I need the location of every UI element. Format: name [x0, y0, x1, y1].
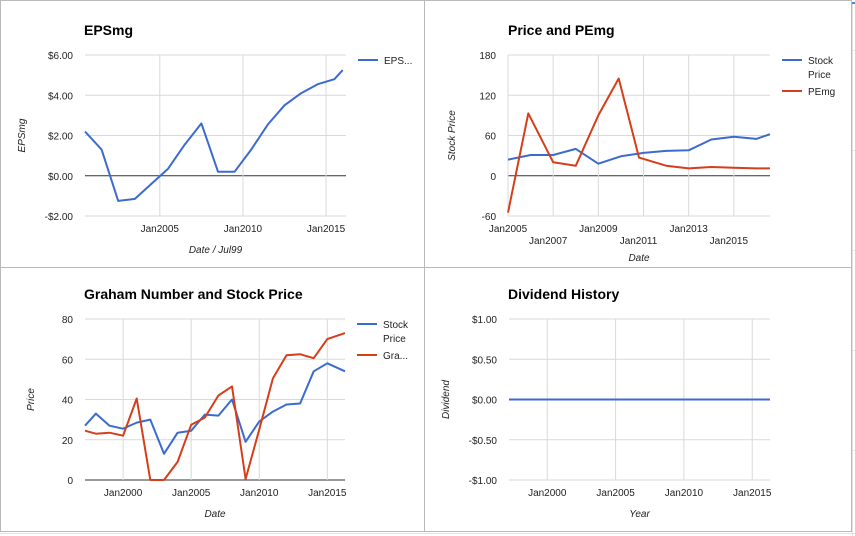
legend-label: PEmg [808, 87, 835, 98]
gridline [852, 350, 855, 351]
legend-label: Stock [383, 320, 409, 331]
y-tick-label: -$0.50 [469, 436, 498, 447]
x-tick-label: Jan2015 [710, 236, 749, 247]
x-tick-label: Jan2010 [224, 224, 263, 235]
y-tick-label: 0 [67, 476, 73, 487]
y-tick-label: 180 [479, 51, 496, 62]
x-tick-label: Jan2010 [240, 488, 279, 499]
legend-label: Gra... [383, 351, 408, 362]
legend-label: Price [383, 334, 406, 345]
y-tick-label: -$2.00 [45, 212, 74, 223]
gridline [852, 150, 855, 151]
chart-graham: Graham Number and Stock Price 0 20 40 60 80 Ja… [26, 286, 409, 520]
x-tick-label: Jan2005 [596, 488, 635, 499]
legend-label: Stock [808, 56, 834, 67]
y-axis-label: Price [26, 388, 37, 411]
chart-price-pemg: Price and PEmg -60 0 60 120 180 Jan2005Jan2007… [447, 22, 835, 264]
legend-label: EPS... [384, 56, 412, 67]
gridline [852, 250, 855, 251]
x-tick-label: Jan2007 [529, 236, 568, 247]
chart-epsmg: EPSmg -$2.00 $0.00 $2.00 $4.00 $6.00 Jan2005 Ja… [17, 22, 412, 256]
y-tick-label: $6.00 [48, 51, 73, 62]
y-tick-label: 60 [485, 132, 497, 143]
y-axis-label: Stock Price [447, 110, 458, 161]
series-line [84, 332, 346, 481]
x-axis-label: Year [629, 509, 650, 520]
chart-panel-graham[interactable]: Graham Number and Stock Price 0 20 40 60 80 Ja… [0, 267, 425, 532]
y-tick-label: 0 [490, 172, 496, 183]
gridline [852, 50, 855, 51]
x-tick-label: Jan2015 [733, 488, 772, 499]
chart-dividend: Dividend History -$1.00 -$0.50 $0.00 $0.50 $1… [441, 286, 772, 520]
chart-title: Graham Number and Stock Price [84, 286, 303, 302]
y-tick-label: $1.00 [472, 315, 497, 326]
y-tick-label: 20 [62, 436, 74, 447]
y-tick-label: $2.00 [48, 132, 73, 143]
y-tick-label: 80 [62, 315, 74, 326]
chart-panel-epsmg[interactable]: EPSmg -$2.00 $0.00 $2.00 $4.00 $6.00 Jan2005 Ja… [0, 0, 425, 268]
series-line [84, 69, 344, 202]
gridline [852, 4, 853, 536]
y-tick-label: 40 [62, 396, 74, 407]
y-axis-label: Dividend [441, 380, 452, 419]
x-axis-label: Date [204, 509, 226, 520]
series-line [507, 77, 770, 213]
y-tick-label: $0.50 [472, 355, 497, 366]
x-axis-label: Date [628, 253, 650, 264]
series-line [507, 133, 771, 165]
gridline [0, 533, 855, 534]
chart-title: EPSmg [84, 22, 133, 38]
y-tick-label: -60 [482, 212, 497, 223]
y-tick-label: 60 [62, 355, 74, 366]
gridline [852, 450, 855, 451]
x-tick-label: Jan2015 [307, 224, 346, 235]
x-axis-label: Date / Jul99 [189, 245, 243, 256]
y-tick-label: $4.00 [48, 91, 73, 102]
y-tick-label: $0.00 [472, 396, 497, 407]
x-tick-label: Jan2015 [308, 488, 347, 499]
y-tick-label: 120 [479, 91, 496, 102]
chart-panel-dividend[interactable]: Dividend History -$1.00 -$0.50 $0.00 $0.50 $1… [424, 267, 852, 532]
y-tick-label: $0.00 [48, 172, 73, 183]
chart-panel-price-pemg[interactable]: Price and PEmg -60 0 60 120 180 Jan2005 Jan2007… [424, 0, 852, 268]
x-tick-label: Jan2009 [579, 224, 618, 235]
y-tick-label: -$1.00 [469, 476, 498, 487]
x-tick-label: Jan2010 [665, 488, 704, 499]
x-tick-label: Jan2005 [489, 224, 528, 235]
x-tick-label: Jan2000 [528, 488, 567, 499]
x-tick-label: Jan2013 [670, 224, 709, 235]
x-tick-label: Jan2005 [172, 488, 211, 499]
chart-title: Price and PEmg [508, 22, 615, 38]
y-axis-label: EPSmg [17, 118, 28, 152]
legend-label: Price [808, 70, 831, 81]
chart-title: Dividend History [508, 286, 619, 302]
x-tick-label: Jan2005 [141, 224, 180, 235]
x-tick-label: Jan2011 [620, 236, 658, 247]
x-tick-label: Jan2000 [104, 488, 143, 499]
